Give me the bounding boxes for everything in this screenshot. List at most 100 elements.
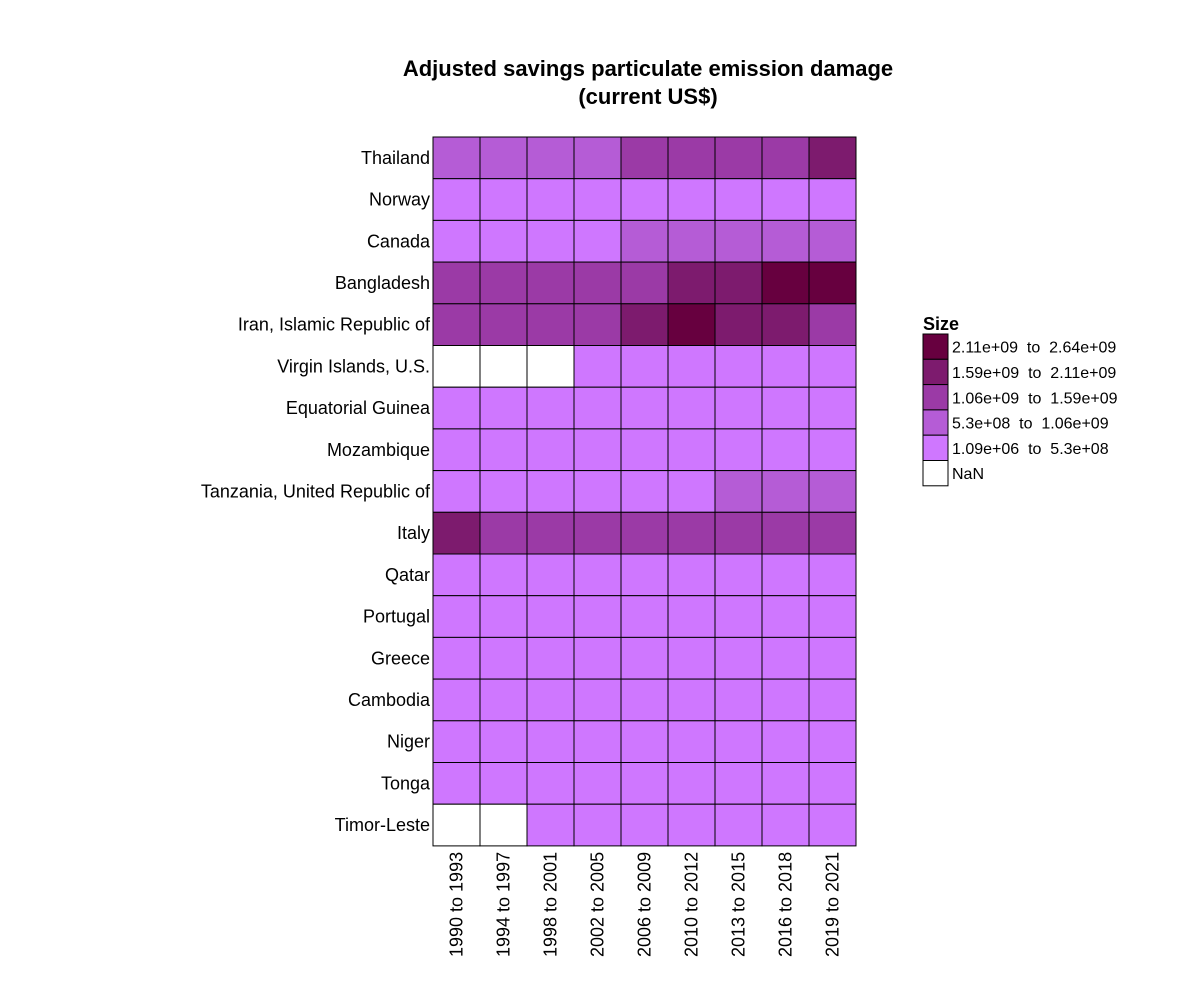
heatmap-cell	[573, 762, 622, 805]
column-label: 1990 to 1993	[447, 852, 467, 957]
heatmap-cell	[808, 219, 857, 263]
heatmap-cell	[620, 678, 669, 722]
heatmap-cell	[573, 803, 622, 847]
heatmap-cell	[620, 136, 669, 180]
heatmap-cell	[667, 553, 716, 597]
heatmap-cell	[667, 803, 716, 847]
heatmap-cell	[432, 470, 481, 513]
heatmap-cell	[620, 345, 669, 388]
heatmap-cell	[667, 470, 716, 513]
row-label: Timor-Leste	[335, 815, 430, 835]
heatmap-cell	[808, 345, 857, 388]
heatmap-cell	[761, 470, 810, 513]
heatmap-cell	[667, 762, 716, 805]
heatmap-cell	[479, 595, 528, 638]
heatmap-cell	[714, 219, 763, 263]
heatmap-cell	[432, 303, 481, 346]
chart-title-line-2: (current US$)	[578, 84, 717, 109]
heatmap-cell	[479, 261, 528, 305]
legend-title: Size	[923, 314, 959, 334]
heatmap-cell	[667, 345, 716, 388]
heatmap-cell	[432, 720, 481, 763]
heatmap-cells	[432, 136, 857, 847]
heatmap-cell	[526, 386, 575, 430]
row-label: Mozambique	[327, 440, 430, 460]
row-label: Norway	[369, 190, 430, 210]
heatmap-cell	[432, 386, 481, 430]
heatmap-cell	[714, 678, 763, 722]
heatmap-cell	[573, 553, 622, 597]
heatmap-cell	[761, 553, 810, 597]
row-label: Virgin Islands, U.S.	[277, 356, 430, 376]
column-label: 1998 to 2001	[541, 852, 561, 957]
column-labels: 1990 to 1993 1994 to 1997 1998 to 2001 2002…	[447, 852, 843, 957]
heatmap-cell	[620, 386, 669, 430]
heatmap-cell	[479, 803, 528, 847]
heatmap-cell	[526, 219, 575, 263]
column-label: 2019 to 2021	[823, 852, 843, 957]
heatmap-cell	[808, 762, 857, 805]
heatmap-cell	[432, 553, 481, 597]
heatmap-cell	[526, 720, 575, 763]
heatmap-cell	[526, 636, 575, 680]
heatmap-cell	[761, 803, 810, 847]
heatmap-cell	[620, 511, 669, 555]
heatmap-cell	[761, 345, 810, 388]
heatmap-cell	[432, 762, 481, 805]
heatmap-cell	[667, 595, 716, 638]
heatmap-cell	[761, 178, 810, 221]
heatmap-cell	[479, 470, 528, 513]
heatmap-cell	[761, 428, 810, 472]
heatmap-cell	[667, 511, 716, 555]
column-label: 2010 to 2012	[682, 852, 702, 957]
column-label: 2016 to 2018	[776, 852, 796, 957]
heatmap-cell	[526, 678, 575, 722]
heatmap-cell	[526, 345, 575, 388]
heatmap-cell	[573, 386, 622, 430]
heatmap-cell	[479, 762, 528, 805]
heatmap-cell	[667, 678, 716, 722]
heatmap-cell	[526, 511, 575, 555]
heatmap-cell	[714, 345, 763, 388]
heatmap-cell	[667, 303, 716, 346]
heatmap-cell	[808, 261, 857, 305]
heatmap-cell	[526, 136, 575, 180]
row-label: Tanzania, United Republic of	[201, 481, 431, 501]
heatmap-cell	[620, 303, 669, 346]
heatmap-cell	[714, 428, 763, 472]
heatmap-cell	[808, 595, 857, 638]
legend-swatch	[922, 358, 949, 386]
heatmap-cell	[808, 303, 857, 346]
row-label: Cambodia	[348, 690, 431, 710]
legend: Size 2.11e+09 to 2.64e+09 1.59e+09 to 2.1…	[922, 314, 1118, 487]
heatmap-cell	[714, 803, 763, 847]
heatmap-cell	[667, 178, 716, 221]
heatmap-cell	[573, 136, 622, 180]
legend-swatch	[922, 434, 949, 462]
heatmap-cell	[479, 345, 528, 388]
row-label: Portugal	[363, 607, 430, 627]
heatmap-cell	[808, 386, 857, 430]
heatmap-cell	[526, 428, 575, 472]
heatmap-cell	[573, 219, 622, 263]
legend-swatch	[922, 333, 949, 360]
heatmap-cell	[432, 345, 481, 388]
legend-label: 5.3e+08 to 1.06e+09	[952, 416, 1109, 433]
row-label: Iran, Islamic Republic of	[238, 315, 431, 335]
legend-label: 2.11e+09 to 2.64e+09	[952, 340, 1116, 357]
heatmap-cell	[620, 762, 669, 805]
row-label: Canada	[367, 231, 431, 251]
heatmap-cell	[620, 428, 669, 472]
heatmap-cell	[761, 261, 810, 305]
heatmap-cell	[526, 595, 575, 638]
heatmap-cell	[620, 178, 669, 221]
heatmap-cell	[526, 178, 575, 221]
heatmap-cell	[526, 553, 575, 597]
heatmap-cell	[479, 553, 528, 597]
chart-title-line-1: Adjusted savings particulate emission da…	[403, 56, 893, 81]
row-label: Bangladesh	[335, 273, 430, 293]
legend-label: 1.59e+09 to 2.11e+09	[952, 365, 1116, 382]
heatmap-cell	[808, 136, 857, 180]
heatmap-cell	[808, 428, 857, 472]
heatmap-cell	[526, 261, 575, 305]
